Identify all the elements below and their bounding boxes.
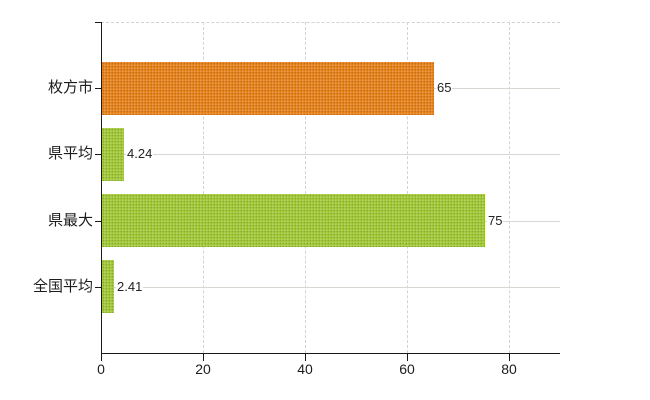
x-tick-label: 80 [501,361,517,377]
value-label: 4.24 [126,146,154,162]
gridline-vertical [203,22,204,353]
value-label: 2.41 [116,279,144,295]
x-axis-tick [305,354,306,361]
axis-y [101,22,102,354]
x-axis-tick [509,354,510,361]
gridline-horizontal [101,287,560,288]
gridline-vertical [509,22,510,353]
y-axis-tick [95,221,101,222]
x-tick-label: 60 [399,361,415,377]
x-axis-tick [407,354,408,361]
gridline-top [101,22,560,23]
gridline-vertical [305,22,306,353]
x-tick-label: 40 [297,361,313,377]
category-label: 県最大 [47,212,93,229]
gridline-horizontal [101,154,560,155]
gridline-vertical [407,22,408,353]
value-label: 65 [436,80,453,96]
category-label: 枚方市 [47,79,93,96]
y-axis-tick [95,88,101,89]
y-axis-tick [95,287,101,288]
bar [102,194,485,247]
bar [102,260,114,313]
axis-x [101,353,560,354]
value-label: 75 [487,213,504,229]
bar [102,62,434,115]
x-axis-tick [203,354,204,361]
bar [102,128,124,181]
y-axis-tick [95,154,101,155]
y-axis-tick [95,22,101,23]
category-label: 県平均 [47,145,93,162]
x-tick-label: 0 [97,361,105,377]
category-label: 全国平均 [32,278,93,295]
x-tick-label: 20 [195,361,211,377]
x-axis-tick [101,354,102,361]
